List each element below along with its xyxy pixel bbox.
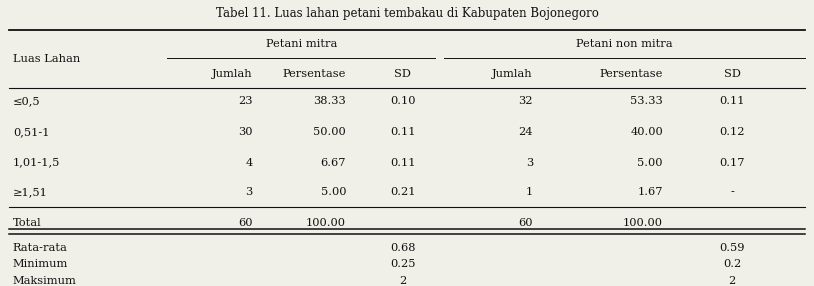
Text: 2: 2 <box>729 276 736 286</box>
Text: 0.2: 0.2 <box>723 259 742 269</box>
Text: Tabel 11. Luas lahan petani tembakau di Kabupaten Bojonegoro: Tabel 11. Luas lahan petani tembakau di … <box>216 7 598 20</box>
Text: Maksimum: Maksimum <box>13 276 77 286</box>
Text: ≥1,51: ≥1,51 <box>13 187 48 197</box>
Text: 60: 60 <box>239 218 252 228</box>
Text: 0,51-1: 0,51-1 <box>13 127 50 137</box>
Text: Persentase: Persentase <box>282 69 346 79</box>
Text: 0.59: 0.59 <box>720 243 745 253</box>
Text: 3: 3 <box>526 158 533 168</box>
Text: SD: SD <box>724 69 741 79</box>
Text: 1.67: 1.67 <box>637 187 663 197</box>
Text: -: - <box>730 187 734 197</box>
Text: 0.21: 0.21 <box>390 187 416 197</box>
Text: 0.11: 0.11 <box>390 127 416 137</box>
Text: 23: 23 <box>239 96 252 106</box>
Text: 0.17: 0.17 <box>720 158 745 168</box>
Text: 100.00: 100.00 <box>623 218 663 228</box>
Text: Jumlah: Jumlah <box>492 69 533 79</box>
Text: 40.00: 40.00 <box>630 127 663 137</box>
Text: Persentase: Persentase <box>600 69 663 79</box>
Text: 0.25: 0.25 <box>390 259 416 269</box>
Text: 2: 2 <box>400 276 406 286</box>
Text: Total: Total <box>13 218 42 228</box>
Text: 0.11: 0.11 <box>390 158 416 168</box>
Text: Luas Lahan: Luas Lahan <box>13 54 80 64</box>
Text: 30: 30 <box>239 127 252 137</box>
Text: 0.12: 0.12 <box>720 127 745 137</box>
Text: 0.10: 0.10 <box>390 96 416 106</box>
Text: 1,01-1,5: 1,01-1,5 <box>13 158 60 168</box>
Text: 0.68: 0.68 <box>390 243 416 253</box>
Text: Jumlah: Jumlah <box>212 69 252 79</box>
Text: ≤0,5: ≤0,5 <box>13 96 41 106</box>
Text: 4: 4 <box>245 158 252 168</box>
Text: 1: 1 <box>526 187 533 197</box>
Text: 0.11: 0.11 <box>720 96 745 106</box>
Text: 5.00: 5.00 <box>321 187 346 197</box>
Text: SD: SD <box>395 69 411 79</box>
Text: 24: 24 <box>519 127 533 137</box>
Text: 3: 3 <box>245 187 252 197</box>
Text: Rata-rata: Rata-rata <box>13 243 68 253</box>
Text: 50.00: 50.00 <box>313 127 346 137</box>
Text: 5.00: 5.00 <box>637 158 663 168</box>
Text: 53.33: 53.33 <box>630 96 663 106</box>
Text: Petani mitra: Petani mitra <box>265 39 337 49</box>
Text: 6.67: 6.67 <box>321 158 346 168</box>
Text: 100.00: 100.00 <box>306 218 346 228</box>
Text: 32: 32 <box>519 96 533 106</box>
Text: Minimum: Minimum <box>13 259 68 269</box>
Text: Petani non mitra: Petani non mitra <box>576 39 672 49</box>
Text: 38.33: 38.33 <box>313 96 346 106</box>
Text: 60: 60 <box>519 218 533 228</box>
